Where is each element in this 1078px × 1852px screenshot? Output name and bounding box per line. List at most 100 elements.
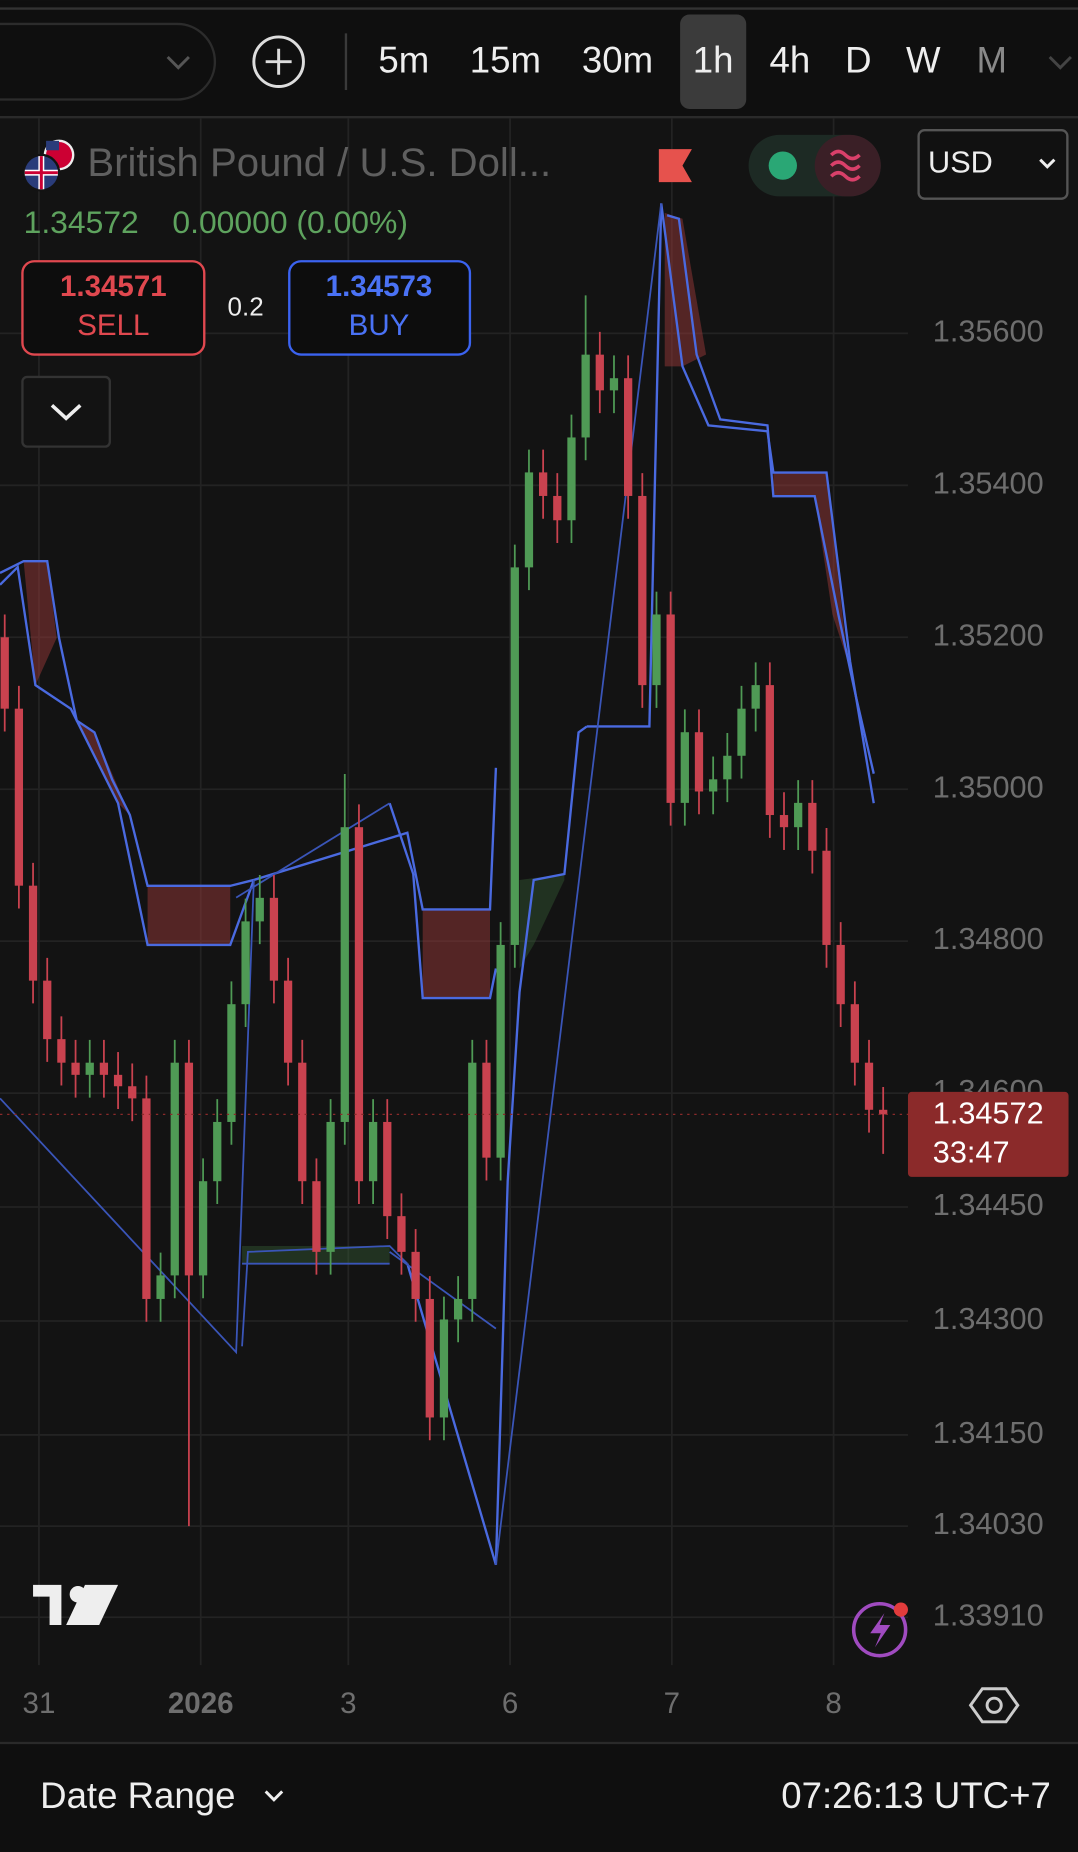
interval[interactable]: D [845,40,871,81]
buy-button[interactable] [288,260,472,356]
settings-icon[interactable] [968,1687,1020,1724]
price-tag-value: 1.34572 [933,1096,1044,1131]
candle-body [57,1039,66,1063]
candle-body [368,1121,378,1182]
x-tick-label: 31 [23,1687,56,1720]
candle-body [723,755,732,780]
candle-body [269,897,279,981]
y-tick-label: 1.34300 [933,1301,1044,1336]
candle-body [794,802,803,828]
indicator [0,203,875,1566]
sell-label[interactable]: SELL [77,309,149,342]
date-range-chevron[interactable] [264,1790,284,1802]
candle-body [213,1121,222,1182]
buy-price[interactable]: 1.34573 [326,270,433,303]
candle-body [28,885,38,981]
candle-body [765,685,774,816]
last-price: 1.34572 [24,204,139,240]
spread: 0.2 [228,291,264,321]
flash-icon[interactable] [851,1601,908,1658]
candle-body [822,850,831,945]
band-upper [0,559,498,911]
candle-body [581,354,590,438]
interval[interactable]: 4h [770,40,811,81]
candle-body [354,827,364,1182]
currency-chevron[interactable] [1039,158,1056,169]
sell-button[interactable] [21,260,206,356]
buy-label[interactable]: BUY [349,309,410,342]
y-tick-label: 1.34030 [933,1506,1044,1541]
footer [0,1744,1078,1852]
top-bar [0,0,1078,117]
candle-body [184,1062,194,1276]
sell-price[interactable]: 1.34571 [60,270,167,303]
candle-body [411,1251,420,1299]
currency[interactable]: USD [928,145,993,180]
currency-select[interactable] [917,129,1069,200]
y-tick-label: 1.34450 [933,1187,1044,1222]
candle-body [652,614,661,686]
band-segment [388,802,498,1000]
candle-body [43,980,52,1040]
candle-body [609,378,619,391]
candle-body [198,1181,208,1276]
tv-logo-dot [69,1586,87,1603]
date-range[interactable]: Date Range [40,1775,235,1816]
band-rise [406,725,588,1566]
candle-body [595,354,604,391]
candle-body [340,827,349,1122]
candle-body [666,614,675,803]
candle-body [14,708,24,886]
x-tick-label: 8 [825,1687,841,1720]
candle-body [751,685,760,709]
expand-chevron[interactable] [50,403,82,421]
candle-body [113,1074,123,1087]
cloud-bullish [242,874,565,1264]
interval[interactable]: W [906,40,941,81]
interval-more[interactable] [1048,55,1072,70]
interval[interactable]: 30m [582,40,653,81]
y-tick-label: 1.35600 [933,313,1044,348]
candle-body [170,1062,179,1276]
interval[interactable]: 15m [470,40,541,81]
candle-body [524,472,534,568]
candle-body [879,1109,888,1115]
flash-bolt[interactable] [870,1613,891,1648]
wave-icon [829,149,861,182]
y-tick-label: 1.33910 [933,1597,1044,1632]
interval-selected[interactable] [680,14,747,109]
candle-body [737,708,746,756]
symbol-name[interactable]: British Pound / U.S. Doll... [87,140,551,185]
candle-body [468,1062,477,1299]
candle-body [142,1098,151,1299]
candle-body [496,944,505,1158]
status-dot [768,151,797,180]
add-button[interactable] [252,35,305,88]
x-tick-label: 3 [340,1687,356,1720]
symbol-pill[interactable] [0,22,217,101]
x-tick-label: 2026 [168,1687,234,1720]
symbol-chevron[interactable] [166,55,190,70]
candle-body [156,1275,165,1299]
band-right-upper [586,203,875,804]
expand-button[interactable] [21,375,111,448]
interval[interactable]: M [977,40,1007,81]
candle-body [425,1298,434,1418]
y-tick-label: 1.34150 [933,1415,1044,1450]
interval[interactable]: 5m [378,40,429,81]
y-tick-label: 1.34800 [933,921,1044,956]
axes: 1.356001.354001.352001.350001.348001.346… [0,313,1069,1720]
candle-body [312,1181,321,1252]
candle-body [836,944,845,1005]
tv-logo [33,1584,119,1625]
candle-body [71,1062,80,1075]
candles [0,295,888,1527]
candle-body [694,732,704,792]
flag-icon[interactable] [658,149,692,183]
candle-body [383,1121,392,1217]
price-tag-countdown: 33:47 [933,1135,1010,1170]
candle-body [482,1062,491,1158]
candle-body [779,815,789,828]
interval[interactable]: 1h [693,40,734,81]
